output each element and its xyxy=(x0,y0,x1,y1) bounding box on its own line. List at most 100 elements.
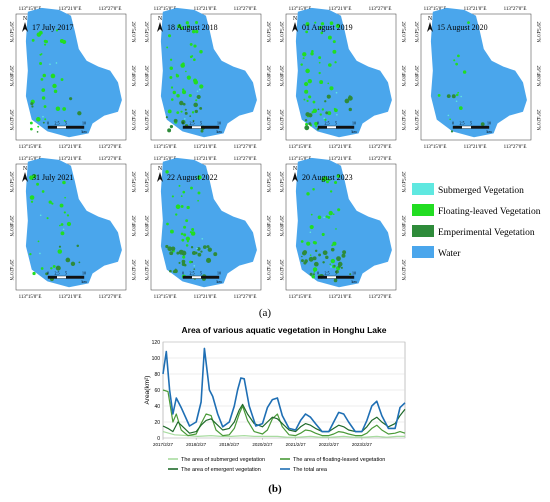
lon-label-top: 113°21'0"E xyxy=(194,157,217,162)
emergent-patch xyxy=(325,255,329,260)
floating-patch xyxy=(199,50,203,54)
north-arrow-icon xyxy=(22,172,28,182)
floating-patch xyxy=(175,204,181,210)
emergent-patch xyxy=(77,111,82,116)
emergent-patch xyxy=(193,268,196,270)
emergent-patch xyxy=(309,258,312,261)
north-label: N xyxy=(158,16,163,22)
chart-title: Area of various aquatic vegetation in Ho… xyxy=(182,325,387,335)
lat-label-right: 29°54'0"N xyxy=(130,21,135,42)
scale-tick-label: 10 xyxy=(217,121,221,126)
floating-patch xyxy=(335,23,341,29)
floating-patch xyxy=(30,200,34,203)
emergent-patch xyxy=(194,109,198,114)
scale-bar-segment xyxy=(48,126,57,129)
emergent-patch xyxy=(308,122,312,126)
emergent-patch xyxy=(181,259,186,264)
y-tick-label: 40 xyxy=(154,404,160,410)
emergent-patch xyxy=(304,125,310,131)
scale-unit: km xyxy=(81,279,87,284)
emergent-patch xyxy=(312,256,317,261)
lat-label-left: 29°54'0"N xyxy=(143,21,148,42)
x-tick-label: 2017/2/27 xyxy=(153,442,174,447)
floating-patch xyxy=(305,22,310,27)
emergent-patch xyxy=(165,116,168,119)
floating-patch xyxy=(312,100,316,104)
floating-patch xyxy=(449,118,451,121)
emergent-patch xyxy=(184,111,188,115)
floating-patch xyxy=(44,40,48,44)
x-tick-label: 2021/2/27 xyxy=(286,442,307,447)
map-panel: 113°15'0"E 113°15'0"E 113°21'0"E 113°21'0"E… xyxy=(8,7,135,150)
emergent-patch xyxy=(55,265,61,271)
scale-tick-label: 2.5 xyxy=(55,271,60,276)
emergent-patch xyxy=(200,250,203,253)
floating-patch xyxy=(44,118,47,121)
floating-patch xyxy=(52,264,56,268)
lat-label-left: 29°48'0"N xyxy=(413,65,418,86)
y-tick-label: 80 xyxy=(154,372,160,378)
lon-label-top: 113°27'0"E xyxy=(504,7,527,12)
floating-patch xyxy=(335,228,337,230)
map-panel: 113°15'0"E 113°15'0"E 113°21'0"E 113°21'0"E… xyxy=(143,157,270,300)
floating-patch xyxy=(166,46,169,49)
floating-patch xyxy=(328,178,331,182)
floating-patch xyxy=(188,93,192,98)
floating-patch xyxy=(36,182,40,186)
lat-label-right: 29°42'0"N xyxy=(265,259,270,280)
lat-label-left: 29°54'0"N xyxy=(8,171,13,192)
emergent-patch xyxy=(344,98,350,104)
floating-patch xyxy=(185,236,191,241)
emergent-patch xyxy=(312,273,315,276)
floating-patch xyxy=(39,61,43,65)
emergent-patch xyxy=(167,246,173,252)
scale-bar-segment xyxy=(453,126,462,129)
floating-patch xyxy=(455,62,458,66)
submerged-patch xyxy=(198,88,201,91)
scale-bar-segment xyxy=(183,126,192,129)
map-panel: 113°15'0"E 113°15'0"E 113°21'0"E 113°21'0"E… xyxy=(143,7,270,150)
floating-patch xyxy=(29,121,33,125)
x-tick-label: 2023/2/27 xyxy=(352,442,373,447)
submerged-patch xyxy=(196,247,198,250)
floating-patch xyxy=(195,29,199,34)
floating-patch xyxy=(331,244,334,247)
emergent-patch xyxy=(189,115,192,117)
lon-label-top: 113°15'0"E xyxy=(154,157,177,162)
floating-patch xyxy=(307,79,313,84)
floating-patch xyxy=(303,98,306,101)
floating-patch xyxy=(334,61,337,64)
floating-patch xyxy=(300,240,304,243)
emergent-patch xyxy=(335,269,339,274)
floating-patch xyxy=(190,186,193,190)
emergent-patch xyxy=(324,100,327,103)
lat-label-left: 29°54'0"N xyxy=(278,21,283,42)
floating-patch xyxy=(37,240,40,243)
floating-patch xyxy=(324,118,327,121)
lon-label-top: 113°21'0"E xyxy=(59,157,82,162)
lon-label-top: 113°15'0"E xyxy=(289,7,312,12)
floating-patch xyxy=(190,231,196,236)
floating-patch xyxy=(43,105,47,109)
lat-label-right: 29°48'0"N xyxy=(130,215,135,236)
floating-patch xyxy=(309,254,312,256)
lat-label-right: 29°42'0"N xyxy=(535,109,540,130)
scale-tick-label: 2.5 xyxy=(190,121,195,126)
legend-label: Water xyxy=(438,249,461,259)
north-arrow-icon xyxy=(157,22,163,32)
scale-bar-segment xyxy=(66,126,84,129)
floating-patch xyxy=(60,78,64,81)
lon-label-top: 113°21'0"E xyxy=(464,7,487,12)
emergent-patch xyxy=(207,247,212,252)
scale-unit: km xyxy=(486,129,492,134)
emergent-patch xyxy=(196,247,201,251)
lon-label-bottom: 113°15'0"E xyxy=(154,295,177,300)
lat-label-right: 29°48'0"N xyxy=(265,215,270,236)
lat-label-right: 29°42'0"N xyxy=(130,259,135,280)
lat-label-right: 29°54'0"N xyxy=(400,171,405,192)
floating-patch xyxy=(180,232,184,236)
emergent-patch xyxy=(42,121,45,124)
floating-patch xyxy=(186,75,191,80)
lon-label-bottom: 113°27'0"E xyxy=(99,295,122,300)
floating-patch xyxy=(315,125,317,128)
